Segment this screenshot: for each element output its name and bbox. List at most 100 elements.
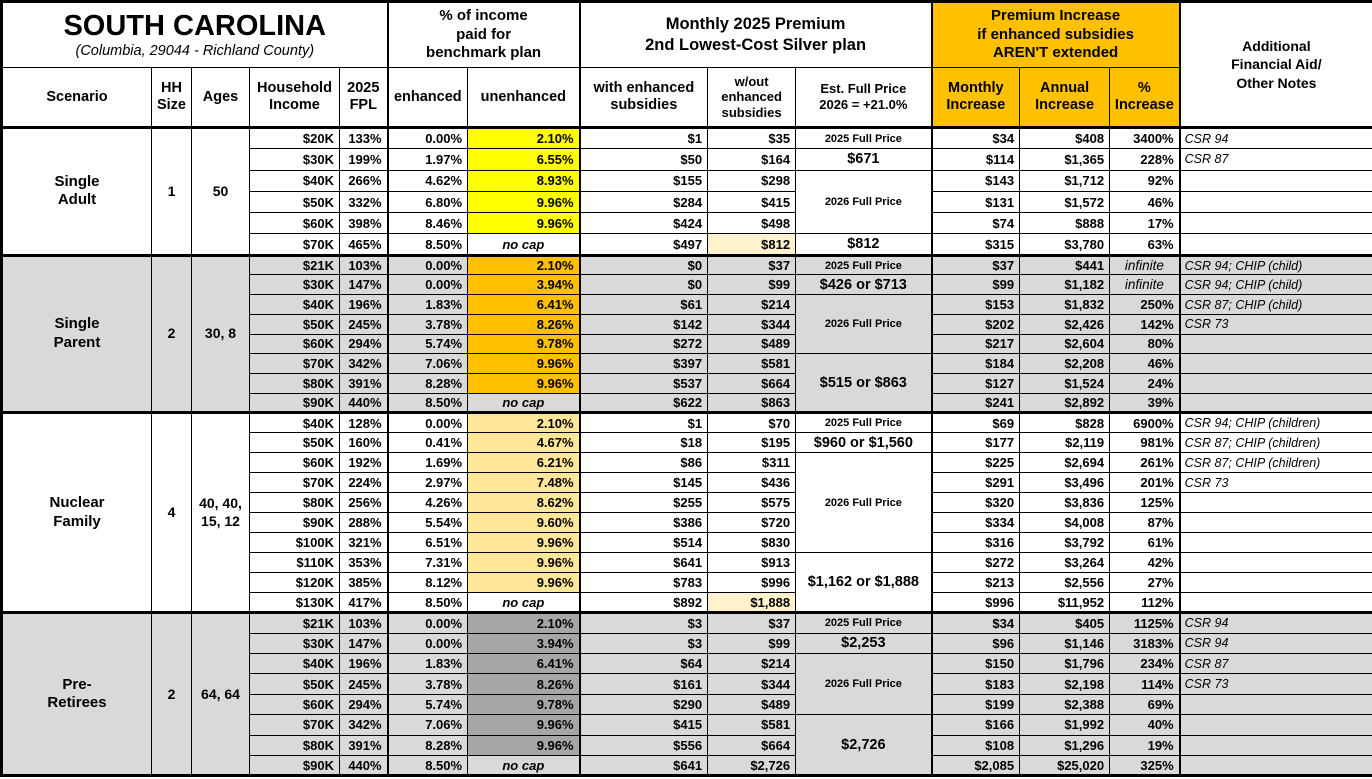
cell-monthly-increase: $99 [930,274,1021,296]
cell-pct-increase: 92% [1109,169,1181,192]
cell-annual-increase: $3,264 [1019,552,1111,574]
cell-premium-without-subsidies: $575 [707,492,797,514]
cell-monthly-increase: $217 [930,333,1021,355]
cell-monthly-increase: $213 [930,572,1021,594]
cell-notes [1178,552,1372,574]
header-group-income-share: % of income paid for benchmark plan [386,1,581,68]
cell-unenhanced-pct: 9.96% [467,212,581,235]
scenario-label: Nuclear Family [1,412,152,614]
cell-premium-without-subsidies: $830 [707,532,797,554]
table-title-cell: SOUTH CAROLINA (Columbia, 29044 - Richla… [0,1,389,68]
cell-premium-without-subsidies: $812 [707,233,797,256]
cell-monthly-increase: $96 [930,632,1021,655]
cell-notes [1178,572,1372,594]
cell-monthly-increase: $34 [930,126,1021,150]
cell-unenhanced-pct: 2.10% [467,412,581,434]
cell-unenhanced-pct: 8.26% [467,313,581,335]
cell-notes [1178,212,1372,235]
cell-est-full-price: $426 or $713 [795,274,933,296]
cell-enhanced-pct: 5.54% [386,512,469,534]
cell-unenhanced-pct: 6.41% [467,653,581,675]
cell-enhanced-pct: 0.00% [386,412,469,434]
cell-premium-with-subsidies: $641 [578,552,709,574]
cell-household-income: $110K [249,552,340,574]
cell-unenhanced-pct: 7.48% [467,472,581,494]
table-row: $50K 245% 3.78% 8.26% $142 $344 $202 $2,426 142%… [2,313,1372,335]
cell-pct-increase: 19% [1109,734,1181,757]
cell-annual-increase: $1,296 [1019,734,1111,757]
cell-household-income: $60K [249,212,340,235]
cell-pct-increase: 234% [1109,653,1181,675]
cell-notes: CSR 87; CHIP (child) [1178,294,1372,315]
cell-premium-with-subsidies: $415 [578,714,709,736]
cell-household-income: $90K [249,512,340,534]
cell-household-income: $20K [249,126,340,150]
scenario-label: Single Adult [1,127,152,256]
cell-premium-without-subsidies: $298 [707,169,797,192]
header-group-notes: Additional Financial Aid/ Other Notes [1178,1,1372,128]
cell-est-full-price: $812 [795,233,933,256]
cell-premium-with-subsidies: $0 [578,254,709,276]
cell-notes: CSR 94; CHIP (children) [1178,412,1372,434]
cell-premium-without-subsidies: $214 [707,294,797,315]
cell-pct-increase: 125% [1109,492,1181,514]
cell-2025-fpl: 266% [338,169,389,192]
cell-premium-with-subsidies: $18 [578,432,709,454]
cell-notes [1178,512,1372,534]
cell-enhanced-pct: 8.12% [386,572,469,594]
cell-household-income: $60K [249,693,340,716]
cell-premium-without-subsidies: $344 [707,673,797,695]
cell-household-income: $40K [249,169,340,192]
cell-premium-with-subsidies: $86 [578,452,709,474]
cell-premium-without-subsidies: $214 [707,653,797,675]
cell-premium-without-subsidies: $2,726 [707,755,797,777]
cell-premium-with-subsidies: $3 [578,632,709,655]
table-row: $120K 385% 8.12% 9.96% $783 $996 $213 $2,556 27% [2,572,1372,594]
cell-pct-increase: 27% [1109,572,1181,594]
scenario-section: Nuclear Family 4 40, 40, 15, 12 $40K 128% 0.0… [1,412,1372,614]
col-header-household-income: Household Income [249,67,340,128]
cell-premium-with-subsidies: $556 [578,734,709,757]
cell-household-income: $50K [249,673,340,695]
cell-annual-increase: $441 [1019,254,1111,276]
cell-premium-without-subsidies: $415 [707,190,797,214]
cell-enhanced-pct: 7.06% [386,353,469,374]
cell-2025-fpl: 342% [338,714,389,736]
cell-annual-increase: $2,604 [1019,333,1111,355]
cell-premium-with-subsidies: $284 [578,190,709,214]
cell-unenhanced-pct: 8.93% [467,169,581,192]
cell-pct-increase: 46% [1109,353,1181,374]
cell-premium-with-subsidies: $537 [578,372,709,394]
cell-monthly-increase: $272 [930,552,1021,574]
table-row: $70K 342% 7.06% 9.96% $415 $581 $2,726 $166 $1,9… [2,714,1372,777]
cell-2025-fpl: 103% [338,612,389,634]
cell-enhanced-pct: 3.78% [386,313,469,335]
cell-est-full-price: $1,162 or $1,888 [795,552,933,614]
cell-2025-fpl: 398% [338,212,389,235]
cell-pct-increase: infinite [1109,254,1181,276]
cell-premium-with-subsidies: $0 [578,274,709,296]
ages-value: 50 [191,127,250,256]
cell-2025-fpl: 147% [338,274,389,296]
cell-enhanced-pct: 8.28% [386,372,469,394]
cell-enhanced-pct: 0.00% [386,126,469,150]
table-row: $40K 196% 1.83% 6.41% $64 $214 2026 Full Price… [2,653,1372,716]
cell-household-income: $50K [249,432,340,454]
col-header-scenario: Scenario [1,67,152,128]
cell-2025-fpl: 440% [338,755,389,777]
table-row: $90K 288% 5.54% 9.60% $386 $720 $334 $4,008 87% [2,512,1372,534]
cell-2025-fpl: 133% [338,126,389,150]
cell-pct-increase: 80% [1109,333,1181,355]
table-row: $30K 199% 1.97% 6.55% $50 $164 $671 $114 $1,365 2… [2,148,1372,171]
cell-enhanced-pct: 1.83% [386,294,469,315]
cell-premium-with-subsidies: $386 [578,512,709,534]
col-header-unenhanced: unenhanced [467,67,581,128]
cell-2025-fpl: 196% [338,294,389,315]
cell-notes [1178,333,1372,355]
cell-enhanced-pct: 0.00% [386,254,469,276]
cell-enhanced-pct: 0.00% [386,632,469,655]
cell-notes: CSR 73 [1178,673,1372,695]
cell-monthly-increase: $291 [930,472,1021,494]
table-row: $70K 342% 7.06% 9.96% $397 $581 $515 or $863 $1… [2,353,1372,414]
cell-2025-fpl: 103% [338,254,389,276]
